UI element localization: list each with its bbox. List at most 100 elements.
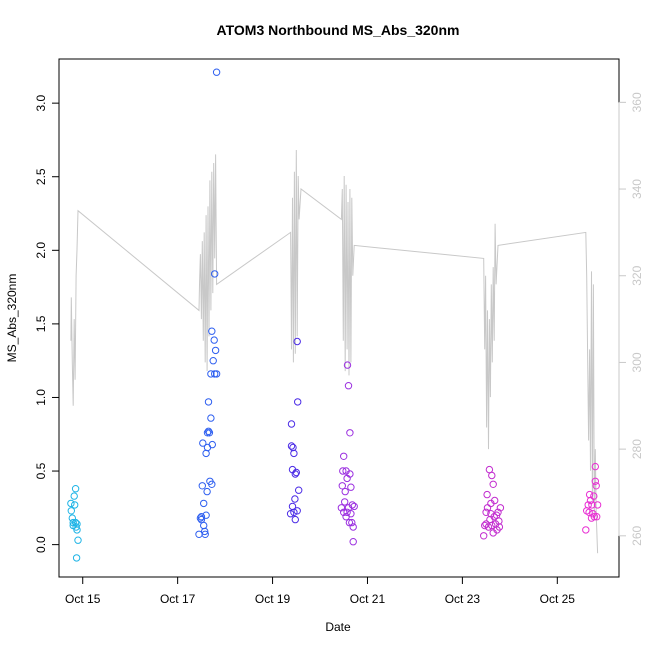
data-point-s3-15 [346,470,354,478]
data-point-s1-14 [203,429,212,437]
data-point-s1-28 [211,346,220,355]
secondary-series-line [70,149,599,554]
data-point-s1-25 [210,336,218,344]
y-tick-label-5: 2.5 [34,168,48,185]
data-point-s3-13 [344,382,353,390]
x-tick-label-4: Oct 23 [445,592,481,606]
y2-tick-label-1: 280 [630,439,644,459]
data-point-s1-16 [204,398,213,406]
data-point-s0-7 [71,485,80,493]
data-point-s4-1 [481,521,489,530]
data-point-s1-23 [208,440,217,449]
data-point-s0-12 [74,536,82,544]
data-point-s5-2 [584,501,592,509]
data-point-s2-6 [290,508,298,516]
data-point-s5-4 [585,490,594,499]
data-point-s4-22 [495,523,504,531]
data-point-s1-17 [205,429,214,437]
data-point-s2-8 [291,495,299,503]
data-point-s1-9 [201,530,209,538]
data-point-s0-9 [72,523,80,531]
data-point-s1-4 [198,482,207,490]
y-tick-label-6: 3.0 [34,94,48,111]
data-point-s0-0 [67,499,75,508]
data-point-s0-1 [67,507,76,515]
y2-tick-label-5: 360 [630,92,644,112]
plot-frame [58,58,620,578]
data-point-s3-6 [341,487,349,496]
chart-title: ATOM3 Northbound MS_Abs_320nm [217,22,460,38]
data-point-s1-30 [212,68,221,76]
y-axis: 0.0 0.5 1.0 1.5 2.0 2.5 3.0 [34,94,60,553]
data-point-s3-14 [345,518,354,527]
data-point-s0-2 [68,514,77,522]
data-point-s3-3 [340,452,348,460]
x-tick-label-0: Oct 15 [65,592,101,606]
data-point-s1-15 [204,427,213,435]
data-point-s1-2 [197,513,206,521]
data-point-s1-7 [200,499,208,508]
y2-tick-label-4: 340 [630,179,644,199]
data-point-s4-11 [488,471,496,480]
data-point-s1-24 [209,357,217,365]
data-point-s0-13 [72,554,81,562]
data-point-s4-6 [484,523,493,531]
data-point-s1-5 [199,439,207,447]
data-point-s1-29 [212,370,221,378]
x-axis-label: Date [325,620,351,634]
data-point-s2-2 [287,442,296,450]
data-point-s3-20 [348,501,356,509]
data-point-s2-0 [286,510,295,518]
data-point-s3-5 [341,498,349,506]
x-tick-label-1: Oct 17 [160,592,196,606]
data-point-s4-0 [480,532,488,540]
data-point-s1-22 [208,480,216,488]
data-point-s0-5 [70,492,78,500]
x-tick-label-2: Oct 19 [255,592,291,606]
y-tick-label-2: 1.0 [34,389,48,406]
x-tick-label-5: Oct 25 [540,592,576,606]
data-point-s3-21 [349,523,357,531]
data-point-s5-7 [588,501,596,509]
data-point-s1-21 [208,327,216,335]
data-point-s2-11 [292,468,300,477]
data-point-s3-0 [337,504,346,512]
data-point-s4-2 [482,508,490,516]
data-point-s2-10 [291,470,299,478]
data-point-s2-15 [295,486,303,494]
data-point-s4-23 [496,504,505,512]
data-point-s1-27 [211,370,219,378]
data-point-s3-10 [343,508,351,516]
data-point-s5-12 [591,477,599,485]
data-point-s3-18 [347,483,355,491]
data-point-s1-10 [202,511,210,519]
data-point-s5-0 [582,526,590,534]
data-point-s3-17 [347,510,355,518]
data-point-s2-5 [289,443,297,452]
y-tick-label-4: 2.0 [34,242,48,259]
y2-tick-label-3: 320 [630,265,644,285]
data-point-s4-5 [483,504,492,512]
data-point-s5-11 [591,462,599,471]
data-point-s4-16 [491,496,499,505]
data-point-s5-13 [592,482,600,490]
data-point-s2-13 [293,337,301,346]
data-point-s2-7 [290,449,298,458]
data-point-s2-1 [287,420,296,428]
data-point-s1-8 [201,527,209,536]
data-point-s2-12 [293,507,301,515]
data-point-s4-12 [488,521,496,530]
data-point-s4-4 [483,490,491,499]
data-point-s4-13 [489,480,497,488]
secondary-line-layer [70,149,599,554]
x-axis: Oct 15 Oct 17 Oct 19 Oct 21 Oct 23 Oct 25 [65,576,576,606]
data-point-s5-9 [590,492,598,500]
data-point-s1-26 [211,270,219,278]
data-point-s3-23 [350,502,358,511]
data-point-s1-1 [196,514,205,522]
y-tick-label-1: 0.5 [34,462,48,479]
data-point-s1-12 [203,487,211,496]
data-point-s5-15 [593,501,602,509]
data-point-s1-20 [207,370,215,378]
